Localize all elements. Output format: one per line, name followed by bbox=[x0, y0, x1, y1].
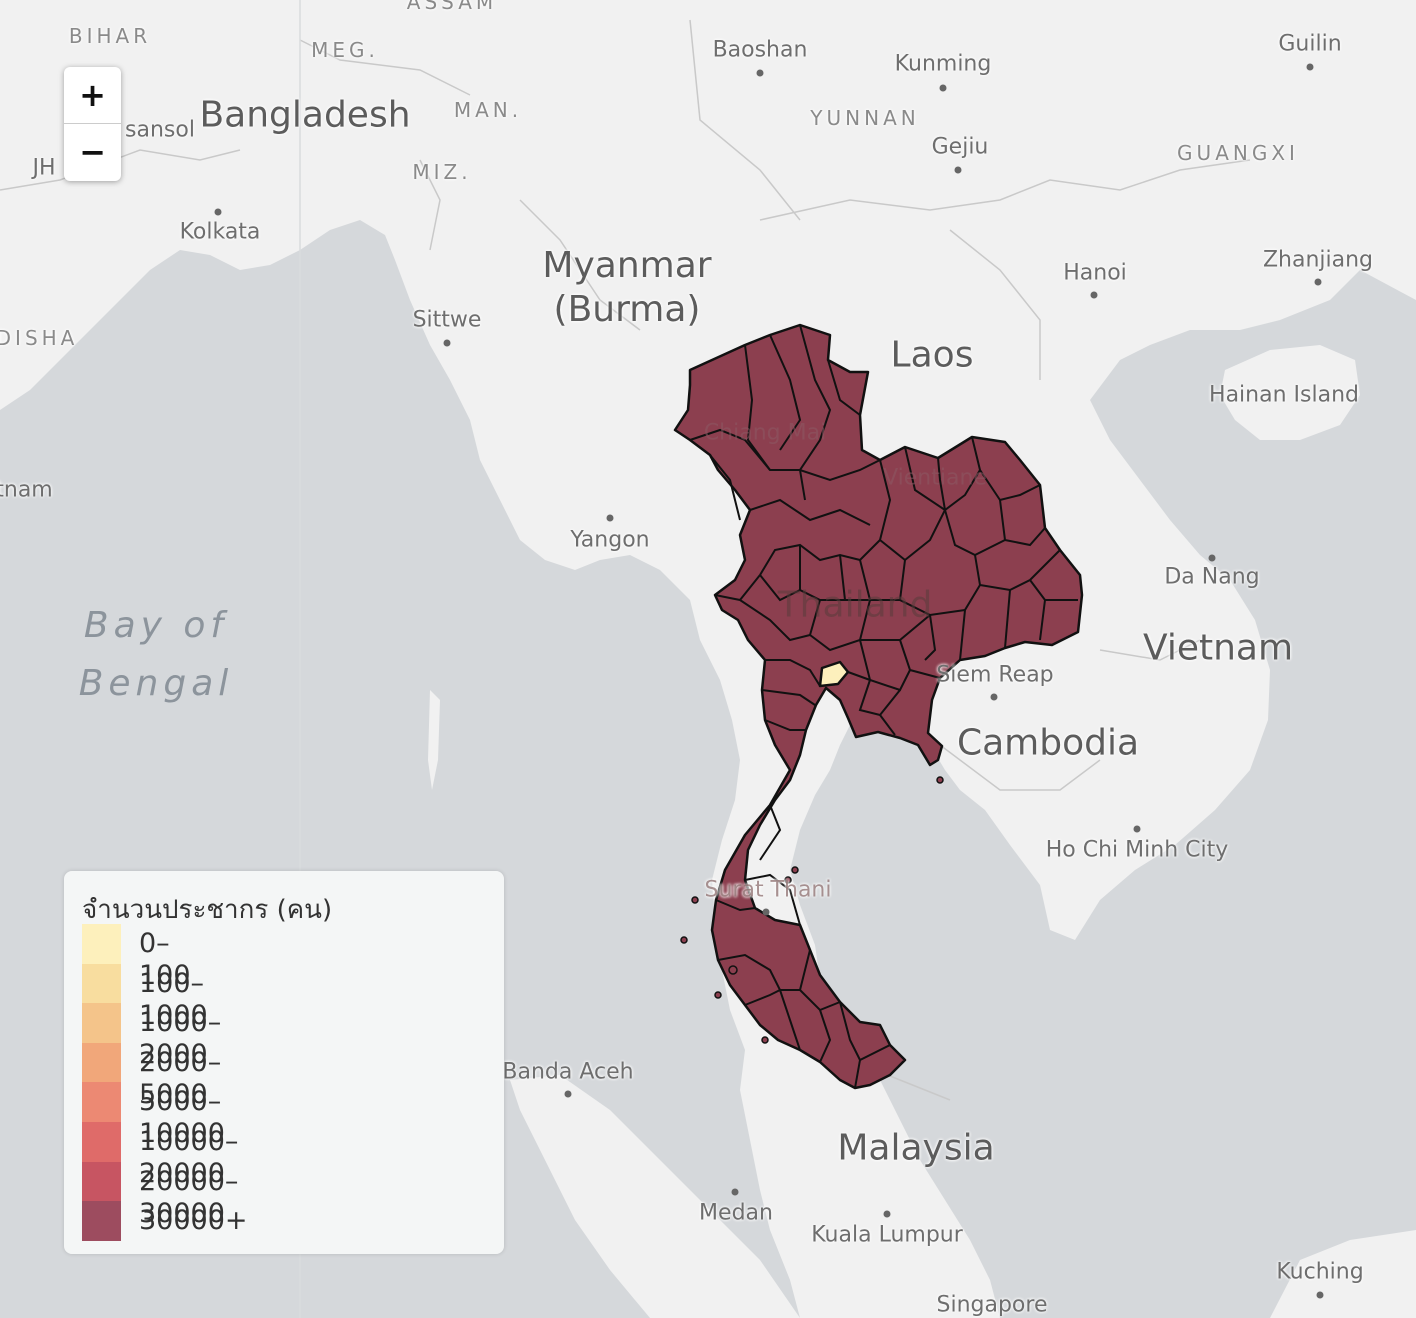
city-dot bbox=[731, 1188, 739, 1196]
zoom-out-button[interactable]: − bbox=[64, 123, 121, 181]
legend-label: 30000+ bbox=[139, 1205, 248, 1237]
thailand-province-shape bbox=[818, 660, 850, 688]
zoom-control: + − bbox=[64, 67, 121, 181]
city-dot bbox=[1090, 291, 1098, 299]
legend-label: 1000–2000 bbox=[139, 1007, 222, 1071]
legend-swatch bbox=[82, 1003, 121, 1044]
legend-swatch bbox=[82, 1122, 121, 1162]
city-dot bbox=[762, 908, 770, 916]
legend-label: 10000–20000 bbox=[139, 1126, 239, 1189]
zoom-in-button[interactable]: + bbox=[79, 76, 106, 114]
land-hainan bbox=[1220, 345, 1360, 440]
legend-label: 100–1000 bbox=[139, 967, 208, 1031]
legend-swatch bbox=[82, 1082, 121, 1123]
legend-swatch bbox=[82, 1201, 121, 1242]
admin-borders bbox=[0, 19, 1251, 1101]
city-dot bbox=[756, 69, 764, 77]
land-sumatra bbox=[510, 1075, 800, 1318]
legend-title: จำนวนประชากร (คน) bbox=[82, 895, 333, 925]
city-dot bbox=[1306, 63, 1314, 71]
legend-swatch bbox=[82, 924, 121, 964]
province-borders bbox=[689, 324, 1078, 1089]
legend-label: 20000–30000 bbox=[139, 1165, 239, 1229]
land-andaman bbox=[428, 690, 440, 790]
city-dot bbox=[564, 1090, 572, 1098]
legend-swatch bbox=[82, 1161, 121, 1202]
city-dot bbox=[1314, 278, 1322, 286]
city-dot bbox=[883, 1210, 891, 1218]
city-dot bbox=[990, 693, 998, 701]
city-dot bbox=[954, 166, 962, 174]
city-dot bbox=[606, 514, 614, 522]
map-legend: จำนวนประชากร (คน) 0–100 100–1000 1000–2000… bbox=[64, 871, 504, 1254]
legend-label: 2000–5000 bbox=[139, 1046, 222, 1110]
city-dot bbox=[939, 84, 947, 92]
legend-label: 0–100 bbox=[139, 928, 191, 991]
city-dot bbox=[214, 208, 222, 216]
legend-label: 5000–10000 bbox=[139, 1086, 225, 1150]
thailand-islands bbox=[680, 776, 944, 1044]
city-dot bbox=[1133, 825, 1141, 833]
city-dot bbox=[1316, 1291, 1324, 1299]
land-borneo bbox=[1270, 1230, 1416, 1318]
city-dot bbox=[1208, 554, 1216, 562]
legend-swatch bbox=[82, 1042, 121, 1083]
city-dot bbox=[443, 339, 451, 347]
legend-swatch bbox=[82, 963, 121, 1004]
